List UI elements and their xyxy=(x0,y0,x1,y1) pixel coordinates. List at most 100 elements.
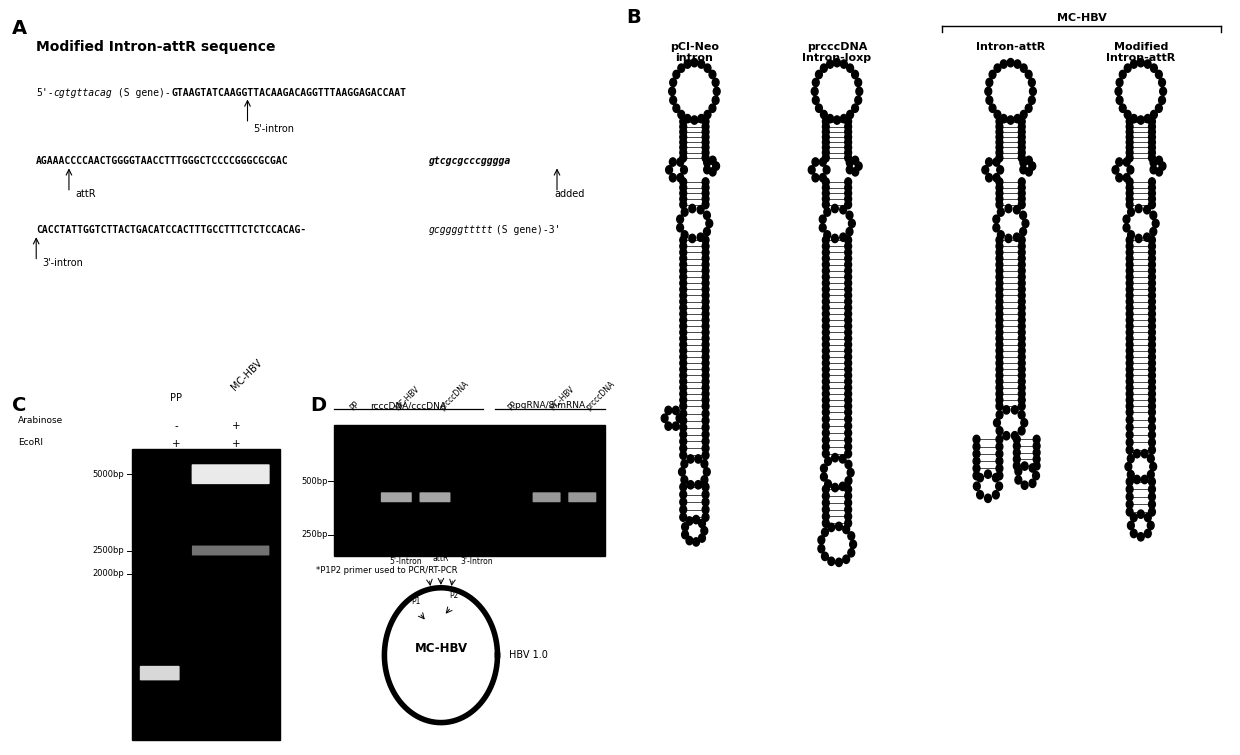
Circle shape xyxy=(822,492,830,501)
Circle shape xyxy=(1125,64,1131,72)
Circle shape xyxy=(822,133,830,141)
Circle shape xyxy=(680,236,687,245)
Circle shape xyxy=(684,60,691,68)
Text: MC-HBV: MC-HBV xyxy=(393,384,422,412)
Circle shape xyxy=(680,378,687,386)
Circle shape xyxy=(1148,236,1156,245)
Circle shape xyxy=(706,220,713,228)
Circle shape xyxy=(1033,442,1040,450)
Circle shape xyxy=(812,158,818,166)
Circle shape xyxy=(702,444,709,452)
Circle shape xyxy=(822,359,830,367)
Circle shape xyxy=(687,481,694,489)
Circle shape xyxy=(1131,513,1137,522)
Circle shape xyxy=(822,499,830,507)
Circle shape xyxy=(996,190,1003,198)
Text: +: + xyxy=(232,421,241,431)
Circle shape xyxy=(1025,156,1032,165)
Circle shape xyxy=(1018,347,1025,355)
Circle shape xyxy=(702,384,709,392)
Circle shape xyxy=(1148,439,1156,447)
Circle shape xyxy=(822,201,830,209)
Circle shape xyxy=(1137,510,1145,519)
Circle shape xyxy=(1021,110,1027,119)
Circle shape xyxy=(996,365,1003,374)
Circle shape xyxy=(844,297,852,306)
Circle shape xyxy=(993,223,999,232)
Circle shape xyxy=(992,491,999,499)
Circle shape xyxy=(994,110,1001,119)
Text: Intron-attR: Intron-attR xyxy=(976,42,1045,51)
Circle shape xyxy=(1021,159,1027,167)
Circle shape xyxy=(1022,462,1028,470)
Circle shape xyxy=(841,60,847,68)
Circle shape xyxy=(822,396,830,404)
Circle shape xyxy=(1141,449,1148,458)
Circle shape xyxy=(844,122,852,131)
FancyBboxPatch shape xyxy=(419,492,450,502)
Circle shape xyxy=(702,417,709,425)
FancyBboxPatch shape xyxy=(140,666,180,680)
Circle shape xyxy=(1127,231,1135,239)
Circle shape xyxy=(1126,149,1133,157)
Circle shape xyxy=(825,457,832,465)
Circle shape xyxy=(702,513,709,522)
Circle shape xyxy=(996,353,1003,361)
Circle shape xyxy=(697,233,704,242)
Circle shape xyxy=(1123,223,1130,232)
Text: (S gene)-3': (S gene)-3' xyxy=(490,225,560,236)
Circle shape xyxy=(996,472,1003,480)
Circle shape xyxy=(677,174,683,182)
Circle shape xyxy=(822,390,830,398)
Circle shape xyxy=(822,138,830,146)
Circle shape xyxy=(1127,470,1135,479)
Circle shape xyxy=(702,201,709,209)
Circle shape xyxy=(673,70,680,79)
Text: 2500bp: 2500bp xyxy=(93,546,124,555)
Circle shape xyxy=(680,430,687,439)
Circle shape xyxy=(1025,104,1032,112)
Circle shape xyxy=(702,430,709,439)
Circle shape xyxy=(844,154,852,162)
Circle shape xyxy=(680,353,687,361)
Circle shape xyxy=(1148,402,1156,411)
Circle shape xyxy=(844,499,852,507)
Circle shape xyxy=(973,450,980,458)
Circle shape xyxy=(847,64,853,72)
Circle shape xyxy=(682,522,688,531)
Text: gcggggttttt: gcggggttttt xyxy=(429,225,494,236)
Circle shape xyxy=(1018,190,1025,198)
Circle shape xyxy=(1148,408,1156,417)
Circle shape xyxy=(990,70,996,79)
Circle shape xyxy=(1131,60,1137,68)
Circle shape xyxy=(1126,201,1133,209)
Circle shape xyxy=(1148,396,1156,404)
Circle shape xyxy=(702,483,709,492)
Circle shape xyxy=(844,254,852,263)
Circle shape xyxy=(994,64,1001,72)
Circle shape xyxy=(680,297,687,306)
Circle shape xyxy=(702,128,709,136)
Circle shape xyxy=(1148,371,1156,380)
Text: HBV 1.0: HBV 1.0 xyxy=(510,650,548,660)
Circle shape xyxy=(1001,115,1007,123)
Circle shape xyxy=(1126,396,1133,404)
Circle shape xyxy=(703,227,711,236)
Circle shape xyxy=(996,316,1003,324)
Circle shape xyxy=(1126,310,1133,318)
Circle shape xyxy=(1018,378,1025,386)
Circle shape xyxy=(670,96,677,104)
Circle shape xyxy=(854,79,862,87)
Circle shape xyxy=(680,384,687,392)
Circle shape xyxy=(1019,227,1027,236)
Circle shape xyxy=(822,285,830,294)
Circle shape xyxy=(1126,347,1133,355)
Circle shape xyxy=(844,353,852,361)
Circle shape xyxy=(670,158,676,166)
Circle shape xyxy=(1151,159,1157,167)
Circle shape xyxy=(821,464,827,473)
Circle shape xyxy=(986,158,992,166)
Circle shape xyxy=(1126,322,1133,331)
Circle shape xyxy=(1018,279,1025,288)
Circle shape xyxy=(702,437,709,445)
